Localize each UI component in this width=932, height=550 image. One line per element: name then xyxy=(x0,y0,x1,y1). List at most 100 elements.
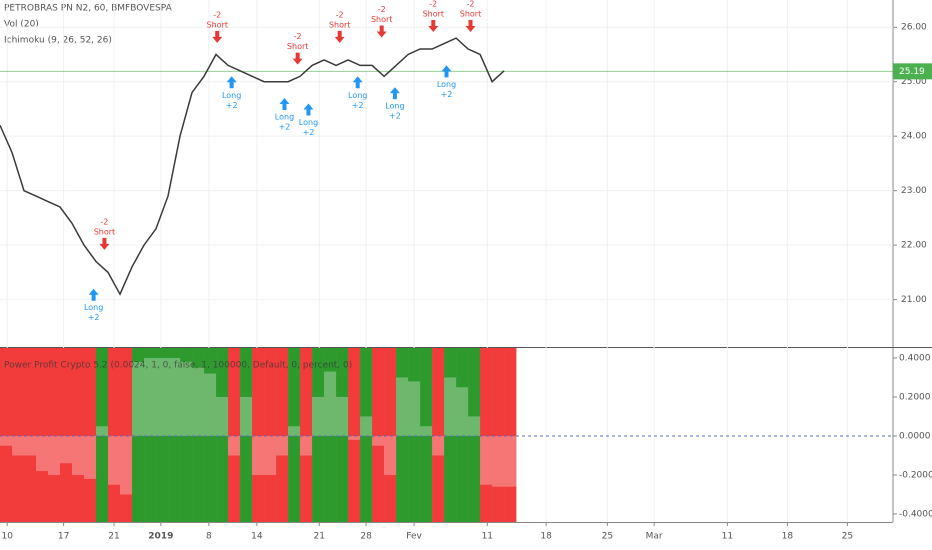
signal-zone xyxy=(492,348,505,522)
signal-qty: -2 xyxy=(294,32,302,41)
x-tick-label: 8 xyxy=(206,532,212,542)
oscillator-fill xyxy=(156,357,169,436)
oscillator-fill xyxy=(324,371,337,436)
signal-arrow xyxy=(279,98,290,111)
signal-zone xyxy=(288,348,301,522)
y-tick-label: -0.4000 xyxy=(899,510,932,520)
oscillator-fill xyxy=(252,435,265,475)
oscillator-fill xyxy=(480,435,493,485)
signal-zone xyxy=(36,348,49,522)
signal-arrow xyxy=(226,76,237,89)
oscillator-fill xyxy=(264,435,277,475)
oscillator-fill xyxy=(276,435,289,456)
oscillator-fill xyxy=(312,396,325,436)
signal-kind: Long xyxy=(222,91,241,100)
signal-zone xyxy=(24,348,37,522)
signal-kind: Long xyxy=(348,91,367,100)
y-tick-label: 22.00 xyxy=(901,241,927,251)
signal-kind: Short xyxy=(94,227,115,236)
x-tick-label: 18 xyxy=(540,532,552,542)
signal-zone xyxy=(204,348,217,522)
oscillator-fill xyxy=(468,416,481,436)
y-tick-label: -0.2000 xyxy=(899,470,932,480)
signal-zone xyxy=(264,348,277,522)
oscillator-fill xyxy=(180,361,193,436)
signal-arrow xyxy=(99,237,110,250)
signal-arrow xyxy=(389,87,400,100)
signal-zone xyxy=(84,348,97,522)
signal-zone xyxy=(432,348,445,522)
signal-zone xyxy=(240,348,253,522)
oscillator-fill xyxy=(396,377,409,436)
signal-arrow xyxy=(465,20,476,32)
signal-arrow xyxy=(428,20,439,32)
signal-zone xyxy=(192,348,205,522)
signal-arrow xyxy=(88,288,99,301)
x-tick-label: 28 xyxy=(360,532,372,542)
signal-zone xyxy=(228,348,241,522)
signal-kind: Long xyxy=(275,113,294,122)
signal-kind: Long xyxy=(437,80,456,89)
signal-zone xyxy=(48,348,61,522)
oscillator-fill xyxy=(72,435,85,475)
signal-kind: Short xyxy=(460,10,481,19)
signal-zone xyxy=(120,348,133,522)
indicator-label: Vol (20) xyxy=(4,20,39,30)
oscillator-fill xyxy=(108,435,121,485)
indicator-title: Power Profit Crypto 5.2 (0.0024, 1, 0, f… xyxy=(4,361,352,371)
last-price-tag xyxy=(893,63,932,80)
oscillator-fill xyxy=(168,357,181,436)
chart-title: PETROBRAS PN N2, 60, BMFBOVESPA xyxy=(4,4,173,14)
signal-qty: -2 xyxy=(100,217,108,226)
trade-signal: Long+2 xyxy=(299,103,318,137)
signal-kind: Long xyxy=(299,118,318,127)
oscillator-fill xyxy=(204,373,217,436)
oscillator-fill xyxy=(420,426,433,436)
signal-kind: Short xyxy=(207,20,228,29)
oscillator-fill xyxy=(384,435,397,475)
signal-arrow xyxy=(212,30,223,43)
signal-zone xyxy=(444,348,457,522)
signal-zone xyxy=(336,348,349,522)
signal-qty: -2 xyxy=(213,10,221,19)
signal-zone xyxy=(180,348,193,522)
signal-qty: +2 xyxy=(226,101,238,110)
signal-zone xyxy=(216,348,229,522)
oscillator-fill xyxy=(432,435,445,456)
signal-zone xyxy=(252,348,265,522)
signal-zone xyxy=(456,348,469,522)
signal-qty: +2 xyxy=(88,313,100,322)
signal-zone xyxy=(384,348,397,522)
signal-zone xyxy=(72,348,85,522)
signal-zone xyxy=(396,348,409,522)
y-tick-label: 21.00 xyxy=(901,295,927,305)
trade-signal: Long+2 xyxy=(385,87,405,121)
signal-qty: +2 xyxy=(389,112,401,121)
signal-zone xyxy=(312,348,325,522)
indicator-label: Ichimoku (9, 26, 52, 26) xyxy=(4,36,112,46)
oscillator-fill xyxy=(24,435,37,456)
signal-qty: -2 xyxy=(467,0,475,9)
x-tick-label: 17 xyxy=(58,532,69,542)
oscillator-fill xyxy=(288,426,301,436)
x-tick-label: 25 xyxy=(602,532,613,542)
oscillator-fill xyxy=(492,435,505,487)
oscillator-fill xyxy=(60,435,73,464)
signal-zone xyxy=(372,348,385,522)
signal-zone xyxy=(480,348,493,522)
x-tick-label: 18 xyxy=(782,532,794,542)
oscillator-fill xyxy=(12,435,25,456)
signal-zone xyxy=(60,348,73,522)
y-tick-label: 0.4000 xyxy=(899,353,931,363)
oscillator-fill xyxy=(240,396,253,436)
oscillator-fill xyxy=(144,357,157,436)
oscillator-fill xyxy=(216,396,229,436)
signal-qty: -2 xyxy=(378,5,386,14)
signal-zone xyxy=(504,348,517,522)
y-tick-label: 24.00 xyxy=(901,132,927,142)
